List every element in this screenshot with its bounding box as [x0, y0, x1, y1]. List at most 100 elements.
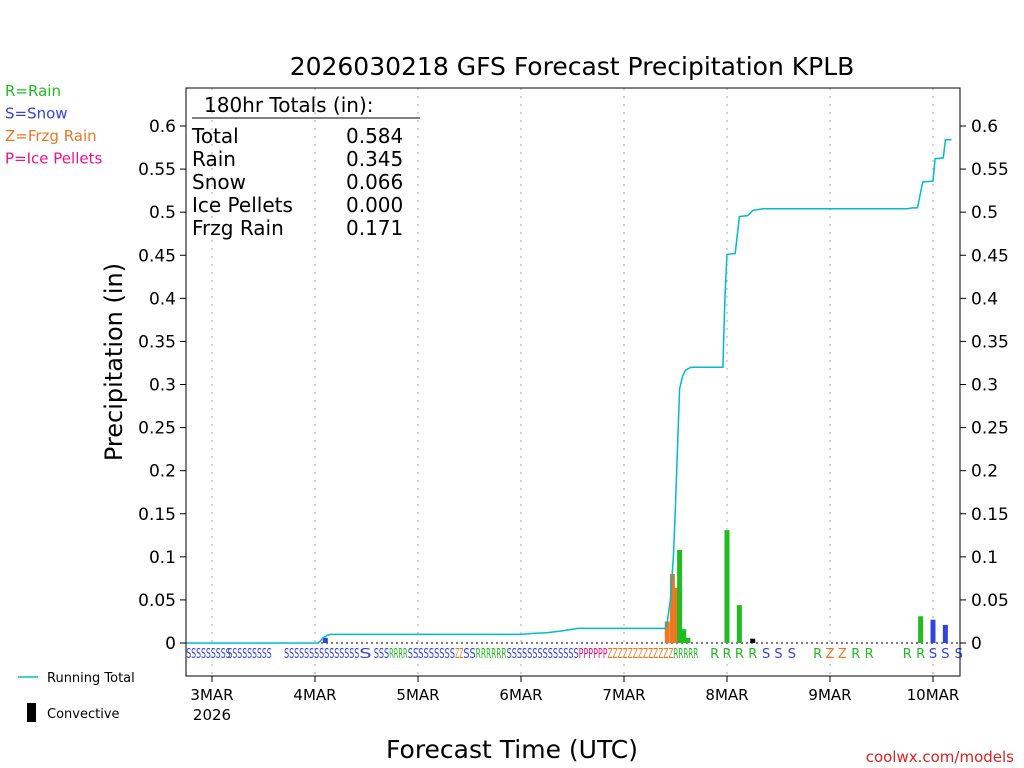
precip-type-run-snow: SS — [463, 647, 475, 662]
totals-row-value: 0.171 — [346, 216, 403, 240]
precip-type-letter-snow: S — [774, 647, 782, 662]
precip-type-letter-rain: R — [851, 647, 860, 662]
legend-item: R=Rain — [5, 82, 61, 100]
precip-type-legend: R=Rain S=Snow Z=Frzg Rain P=Ice Pellets — [5, 82, 102, 168]
totals-box: 180hr Totals (in): Total 0.584 Rain 0.345 Sn… — [191, 93, 420, 240]
y-tick-label-right: 0.25 — [971, 419, 1009, 439]
precip-type-run-snow: SSSSSSSSSSSSSSS — [284, 647, 359, 662]
y-tick-label-right: 0.4 — [971, 289, 998, 309]
precip-type-run-frzg: ZZZZZZZZZZZZZ — [608, 647, 674, 662]
legend-item: P=Ice Pellets — [5, 150, 102, 168]
y-tick-label-right: 0.6 — [971, 117, 998, 137]
precip-bar-snow — [322, 637, 328, 643]
x-axis: 3MAR 4MAR 5MAR 6MAR 7MAR 8MAR 9MAR 10MAR 2026 — [190, 676, 959, 724]
precip-type-run-snow: SSSSSSSSSSSSSS — [507, 647, 579, 662]
precip-type-letter-snow: S — [929, 647, 937, 662]
precip-bar-rain — [677, 549, 683, 643]
x-tick-label: 5MAR — [396, 686, 439, 704]
y-tick-label-left: 0.2 — [149, 462, 176, 482]
y-tick-label-left: 0.35 — [138, 332, 176, 352]
credit-text: coolwx.com/models — [866, 748, 1014, 766]
y-tick-label-right: 0.15 — [971, 505, 1009, 525]
precip-type-letter-rain: R — [813, 647, 822, 662]
precip-bar-rain — [681, 629, 687, 643]
convective-legend-label: Convective — [47, 707, 120, 722]
running-total-line — [186, 139, 952, 644]
y-tick-label-right: 0.35 — [971, 332, 1009, 352]
y-tick-label-right: 0.45 — [971, 246, 1009, 266]
precip-type-run-snow: SSS — [374, 647, 389, 662]
precip-type-run-pellets: PPPPPP — [579, 647, 608, 662]
x-tick-label: 6MAR — [499, 686, 542, 704]
x-tick-label: 7MAR — [602, 686, 645, 704]
y-tick-label-right: 0.3 — [971, 376, 998, 396]
totals-row-label: Total — [191, 124, 239, 148]
precip-bar-rain — [685, 637, 691, 643]
y-tick-label-left: 0.3 — [149, 376, 176, 396]
y-tick-label-left: 0.1 — [149, 548, 176, 568]
totals-row-label: Rain — [192, 147, 236, 171]
y-axis-right: 0 0.05 0.1 0.15 0.2 0.25 0.3 0.35 0.4 0.45 0.5 0.55… — [960, 117, 1009, 654]
x-tick-label: 10MAR — [907, 686, 960, 704]
chart-title: 2026030218 GFS Forecast Precipitation KP… — [290, 52, 855, 81]
totals-row-value: 0.000 — [346, 193, 403, 217]
x-tick-label: 4MAR — [293, 686, 336, 704]
legend-item: Z=Frzg Rain — [5, 127, 97, 145]
totals-row-label: Frzg Rain — [192, 216, 284, 240]
x-year-label: 2026 — [193, 706, 231, 724]
totals-row-value: 0.584 — [346, 124, 403, 148]
precip-type-run-rain: RRRR — [389, 647, 408, 662]
y-tick-label-right: 0.5 — [971, 203, 998, 223]
plot-frame — [185, 87, 961, 677]
running-total-legend-label: Running Total — [47, 671, 135, 686]
precip-bar-rain — [918, 616, 924, 643]
precip-type-run-snow: SSSSSSSSS — [227, 647, 271, 662]
precip-type-letter-rain: R — [722, 647, 731, 662]
precip-type-letter-rain: R — [748, 647, 757, 662]
y-tick-label-left: 0.5 — [149, 203, 176, 223]
bottom-legend: Running Total Convective — [18, 671, 135, 722]
y-axis-label: Precipitation (in) — [100, 263, 128, 461]
precip-type-letter-frzg: Z — [826, 647, 835, 662]
precip-type-letter-rain: R — [735, 647, 744, 662]
totals-rows: Total 0.584 Rain 0.345 Snow 0.066 Ice Pellets 0… — [191, 124, 403, 240]
y-tick-label-right: 0 — [971, 634, 982, 654]
precip-type-letter-snow: S — [762, 647, 770, 662]
precip-bar-frzg — [673, 587, 678, 643]
y-tick-label-right: 0.05 — [971, 591, 1009, 611]
running-total-polyline — [186, 139, 952, 644]
precip-type-run-snow: S — [359, 647, 371, 662]
x-tick-label: 9MAR — [808, 686, 851, 704]
precip-type-letter-rain: R — [916, 647, 925, 662]
totals-row-label: Ice Pellets — [192, 193, 293, 217]
precip-type-letter-frzg: Z — [838, 647, 847, 662]
convective-swatch — [27, 703, 36, 722]
precip-bar-convective — [750, 638, 756, 643]
totals-row-value: 0.066 — [346, 170, 403, 194]
totals-header: 180hr Totals (in): — [204, 93, 374, 117]
precip-type-letter-rain: R — [865, 647, 874, 662]
y-tick-label-left: 0.15 — [138, 505, 176, 525]
x-axis-label: Forecast Time (UTC) — [386, 735, 638, 764]
precip-type-letter-rain: R — [710, 647, 719, 662]
legend-item: S=Snow — [5, 105, 68, 123]
y-tick-label-left: 0.05 — [138, 591, 176, 611]
precip-bars — [322, 530, 948, 643]
y-tick-label-right: 0.55 — [971, 160, 1009, 180]
y-tick-label-left: 0 — [165, 634, 176, 654]
precip-type-letter-rain: R — [903, 647, 912, 662]
y-tick-label-right: 0.2 — [971, 462, 998, 482]
precip-type-run-rain: RRRRRR — [476, 647, 507, 662]
precip-type-run-frzg: ZZ — [455, 647, 463, 662]
y-tick-label-left: 0.6 — [149, 117, 176, 137]
precip-type-run-rain: RRRRR — [673, 647, 698, 662]
totals-row-value: 0.345 — [346, 147, 403, 171]
precip-bar-frzg — [664, 621, 670, 643]
y-tick-label-left: 0.4 — [149, 289, 176, 309]
x-tick-label: 3MAR — [190, 686, 233, 704]
y-tick-label-left: 0.55 — [138, 160, 176, 180]
x-tick-label: 8MAR — [705, 686, 748, 704]
